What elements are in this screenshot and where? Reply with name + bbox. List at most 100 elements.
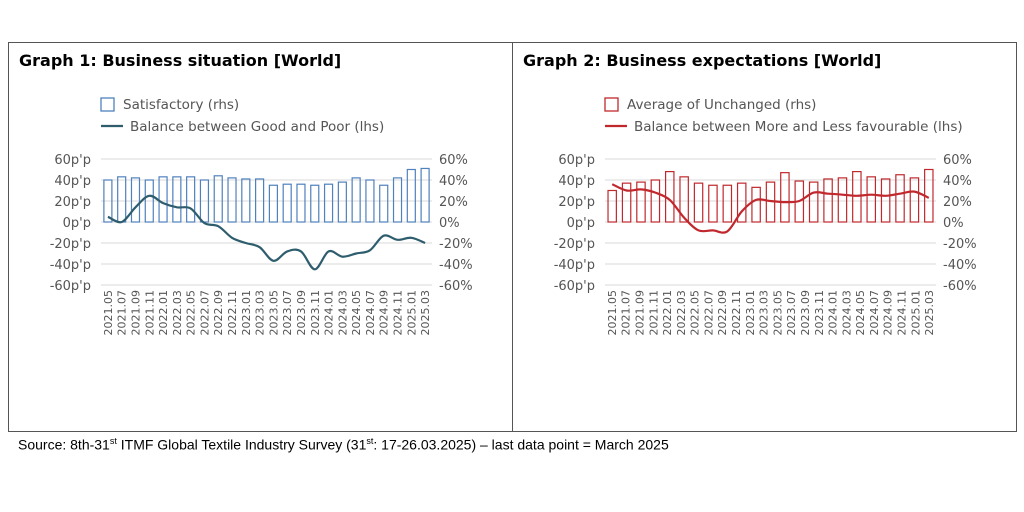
graph-2-bar [823, 178, 833, 223]
graph-2-xtick: 2021.09 [634, 290, 647, 336]
graph-1-legend-bar-label: Satisfactory (rhs) [123, 97, 239, 113]
graph-1-bar [158, 176, 168, 223]
graph-1-bar [337, 181, 347, 223]
graph-1-xtick: 2024.01 [323, 290, 336, 336]
graph-2-panel: Graph 2: Business expectations [World] A… [512, 42, 1017, 432]
graph-1-bar [392, 177, 403, 223]
graph-2-xtick: 2024.01 [827, 290, 840, 336]
graph-1-legend: Satisfactory (rhs) Balance between Good a… [100, 97, 384, 135]
graph-1-xtick: 2024.07 [364, 290, 377, 336]
graph-1-svg: Satisfactory (rhs) Balance between Good a… [50, 97, 473, 336]
graph-1-xtick: 2021.11 [143, 290, 156, 336]
graph-1-xtick: 2022.09 [212, 290, 225, 336]
graph-1-xtick: 2023.09 [295, 290, 308, 336]
graph-1-ytick-right: -20% [439, 237, 473, 252]
graph-1-xtick: 2023.11 [309, 290, 322, 336]
graph-1-xtick: 2022.03 [171, 290, 184, 336]
graph-2-xtick: 2021.07 [620, 290, 633, 336]
graph-1-bar [420, 167, 430, 223]
graph-1-bar [323, 183, 334, 223]
graph-2-xtick: 2021.11 [647, 290, 660, 336]
graph-2-ytick-left: -60p'p [554, 279, 595, 294]
graph-2-legend-line-label: Balance between More and Less favourable… [634, 119, 963, 135]
graph-2-xtick: 2022.05 [689, 290, 702, 336]
graph-2-xtick: 2023.05 [771, 290, 784, 336]
graph-2-bar [621, 182, 632, 223]
graph-2-bar [722, 184, 733, 223]
graph-1-balance-line [107, 194, 426, 271]
graph-1-ytick-left: -20p'p [50, 237, 91, 252]
graph-2-xtick: 2024.11 [896, 290, 909, 336]
graph-1-bar [227, 177, 237, 223]
graph-1-bar [130, 177, 141, 223]
graph-1-bar [282, 183, 292, 223]
graph-1-xtick: 2021.05 [102, 290, 115, 336]
graph-2-bar [736, 182, 747, 223]
graph-1-ytick-right: -40% [439, 258, 473, 273]
graph-1-xtick: 2024.09 [378, 290, 391, 336]
graph-2-xtick: 2023.09 [799, 290, 812, 336]
graph-1-xtick: 2024.03 [336, 290, 349, 336]
graph-2-legend-bar-swatch [604, 97, 619, 112]
graph-2-legend-bar-label: Average of Unchanged (rhs) [627, 97, 816, 113]
graph-1-xtick: 2024.05 [350, 290, 363, 336]
graph-1-xtick: 2024.11 [392, 290, 405, 336]
graph-2-xtick: 2022.07 [702, 290, 715, 336]
graph-1-bar [296, 183, 306, 223]
graph-1-xtick: 2023.03 [254, 290, 267, 336]
graph-1-bar [406, 168, 416, 223]
graph-2-bar [880, 178, 891, 223]
graph-2-xtick: 2024.07 [868, 290, 881, 336]
graph-2-xtick: 2022.01 [661, 290, 674, 336]
graph-1-ytick-left: 20p'p [54, 195, 91, 210]
graph-1-ytick-right: 20% [439, 195, 468, 210]
graph-1-ytick-right: 60% [439, 153, 468, 168]
graph-2-bar [751, 186, 761, 223]
graph-1-ytick-left: 60p'p [54, 153, 91, 168]
graph-1-ytick-left: -40p'p [50, 258, 91, 273]
graph-1-bar [268, 184, 278, 223]
graph-1-legend-bar-swatch [100, 97, 115, 112]
graph-2-xtick: 2024.03 [840, 290, 853, 336]
graph-2-xtick: 2023.03 [758, 290, 771, 336]
graph-2-bar [607, 189, 617, 223]
graph-1-xtick: 2022.07 [198, 290, 211, 336]
graph-2-bar [636, 181, 646, 223]
source-prefix: Source: 8th-31 [18, 436, 110, 453]
graph-2-balance-line [611, 183, 930, 234]
graph-1-ytick-left: 40p'p [54, 174, 91, 189]
graph-1-bar [117, 176, 127, 223]
graph-2-ytick-right: -60% [943, 279, 977, 294]
graph-1-xtick: 2021.07 [116, 290, 129, 336]
source-note: Source: 8th-31st ITMF Global Textile Ind… [18, 436, 669, 453]
graph-2-ytick-right: -40% [943, 258, 977, 273]
source-suffix: : 17-26.03.2025) – last data point = Mar… [373, 436, 669, 453]
source-sup-2: st [366, 436, 374, 446]
graph-1-bar [310, 184, 320, 223]
graph-2-ytick-right: 0% [943, 216, 964, 231]
graph-1-xtick: 2023.05 [267, 290, 280, 336]
graph-1-xtick: 2022.01 [157, 290, 170, 336]
graph-1-xtick: 2023.01 [240, 290, 253, 336]
graph-1-ytick-left: -60p'p [50, 279, 91, 294]
graph-2-bar [808, 181, 819, 223]
graph-1-ytick-right: -60% [439, 279, 473, 294]
graph-2-xtick: 2024.09 [882, 290, 895, 336]
graph-1-xtick: 2025.03 [419, 290, 432, 336]
graph-2-ytick-left: 40p'p [558, 174, 595, 189]
graph-1-bar [379, 184, 389, 223]
graph-2-bar [679, 176, 689, 223]
graph-1-bar [365, 179, 375, 223]
graph-2-bar [693, 182, 704, 223]
graph-2-ytick-left: 60p'p [558, 153, 595, 168]
graph-2-ytick-right: 40% [943, 174, 972, 189]
graph-2-xtick: 2025.01 [909, 290, 922, 336]
graph-2-xtick: 2023.11 [813, 290, 826, 336]
graph-2-bar [866, 176, 877, 223]
graph-1-bar [213, 175, 223, 223]
graph-2-ytick-left: -40p'p [554, 258, 595, 273]
graph-1-bar [144, 179, 154, 223]
graph-1-title: Graph 1: Business situation [World] [19, 51, 342, 70]
graph-2-xtick: 2023.01 [744, 290, 757, 336]
graph-2-ytick-left: -20p'p [554, 237, 595, 252]
